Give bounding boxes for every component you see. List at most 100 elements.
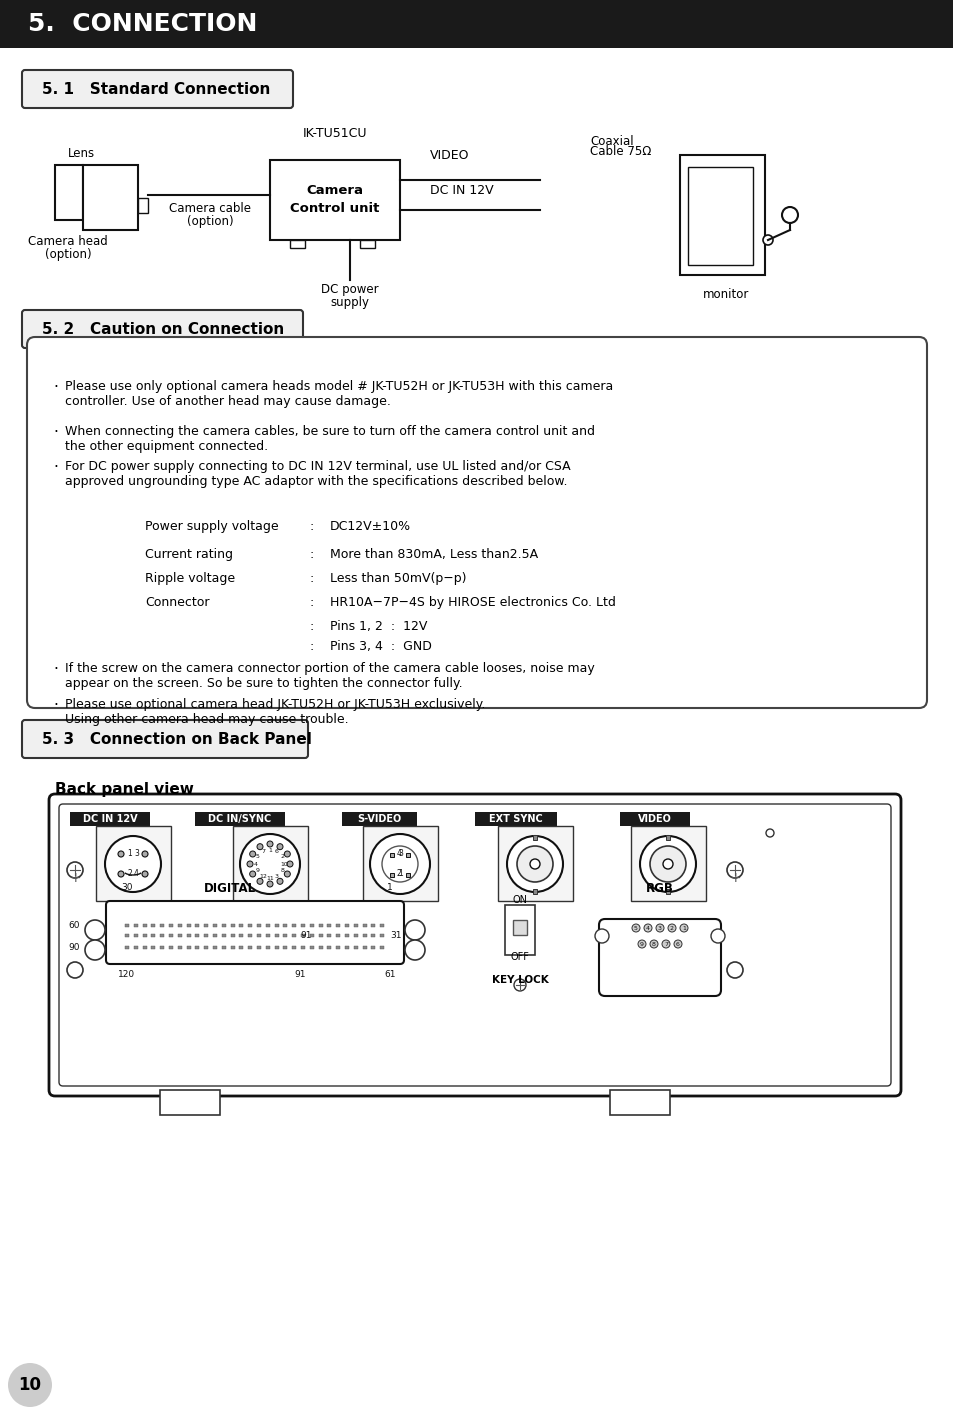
Text: VIDEO: VIDEO (638, 814, 671, 823)
Bar (233, 826, 308, 901)
Bar (239, 924, 243, 926)
Circle shape (105, 836, 161, 893)
Bar (221, 924, 226, 926)
Text: 10: 10 (18, 1376, 42, 1394)
Circle shape (662, 859, 672, 869)
Bar (380, 924, 384, 926)
Text: 1: 1 (387, 883, 393, 893)
Text: DC12V±10%: DC12V±10% (330, 520, 411, 533)
Text: VIDEO: VIDEO (430, 149, 469, 162)
Circle shape (267, 881, 273, 887)
Text: 1: 1 (127, 849, 132, 859)
Text: ·: · (53, 460, 58, 475)
Bar (380, 933, 384, 938)
Text: More than 830mA, Less than2.5A: More than 830mA, Less than2.5A (330, 548, 537, 561)
Bar (380, 946, 384, 949)
Bar (609, 1090, 669, 1115)
Circle shape (240, 833, 299, 894)
Text: S-VIDEO: S-VIDEO (356, 814, 400, 823)
Bar (327, 933, 331, 938)
Text: 2: 2 (280, 854, 284, 860)
Circle shape (656, 924, 663, 932)
Bar (475, 812, 557, 826)
Text: :: : (310, 572, 314, 585)
Bar (665, 835, 669, 840)
Bar (335, 946, 340, 949)
Bar (318, 924, 322, 926)
Circle shape (142, 852, 148, 857)
Text: 6: 6 (676, 942, 679, 946)
Text: 5: 5 (255, 854, 259, 860)
Text: :: : (310, 640, 314, 653)
Bar (213, 946, 216, 949)
Text: IK-TU51CU: IK-TU51CU (302, 127, 367, 140)
Bar (177, 946, 182, 949)
Bar (195, 946, 199, 949)
Text: KEY LOCK: KEY LOCK (491, 974, 548, 986)
Bar (239, 933, 243, 938)
Bar (363, 826, 437, 901)
Text: When connecting the camera cables, be sure to turn off the camera control unit a: When connecting the camera cables, be su… (65, 424, 595, 453)
Circle shape (726, 962, 742, 979)
FancyBboxPatch shape (22, 310, 303, 348)
Text: 2: 2 (127, 870, 132, 878)
Bar (169, 924, 172, 926)
FancyBboxPatch shape (49, 794, 900, 1096)
Bar (152, 924, 155, 926)
Text: 9: 9 (639, 942, 643, 946)
Circle shape (267, 840, 273, 847)
Bar (390, 853, 394, 856)
Circle shape (710, 929, 724, 943)
Bar (283, 946, 287, 949)
Text: 8: 8 (652, 942, 656, 946)
Bar (345, 933, 349, 938)
Text: Back panel view: Back panel view (55, 783, 193, 797)
Text: For DC power supply connecting to DC IN 12V terminal, use UL listed and/or CSA
a: For DC power supply connecting to DC IN … (65, 460, 570, 488)
Text: 2: 2 (396, 870, 401, 878)
Text: 120: 120 (118, 970, 135, 979)
Bar (301, 924, 305, 926)
Text: DC IN/SYNC: DC IN/SYNC (208, 814, 272, 823)
Bar (301, 946, 305, 949)
Bar (133, 933, 137, 938)
Text: Power supply voltage: Power supply voltage (145, 520, 278, 533)
Bar (390, 873, 394, 877)
Text: 5. 3   Connection on Back Panel: 5. 3 Connection on Back Panel (42, 732, 312, 746)
Bar (318, 946, 322, 949)
Bar (310, 946, 314, 949)
Bar (310, 924, 314, 926)
Text: Camera head: Camera head (28, 235, 108, 248)
Text: 4: 4 (134, 870, 139, 878)
Circle shape (595, 929, 608, 943)
Bar (125, 933, 129, 938)
Text: 90: 90 (69, 942, 80, 952)
Text: 5. 2   Caution on Connection: 5. 2 Caution on Connection (42, 321, 284, 337)
Text: 10: 10 (280, 862, 288, 867)
Circle shape (649, 846, 685, 883)
Text: 11: 11 (266, 876, 274, 880)
Text: EXT SYNC: EXT SYNC (489, 814, 542, 823)
Bar (290, 240, 305, 248)
Text: HR10A−7P−4S by HIROSE electronics Co. Ltd: HR10A−7P−4S by HIROSE electronics Co. Lt… (330, 596, 616, 609)
Text: DIGITAL: DIGITAL (204, 883, 255, 895)
Text: 4: 4 (396, 849, 401, 859)
Circle shape (765, 829, 773, 838)
Text: 91: 91 (294, 970, 305, 979)
Text: 31: 31 (390, 931, 401, 939)
Bar (318, 933, 322, 938)
Text: RGB: RGB (645, 883, 673, 895)
Circle shape (667, 924, 676, 932)
Text: :: : (310, 548, 314, 561)
Text: OFF: OFF (510, 952, 529, 962)
Circle shape (67, 862, 83, 878)
Bar (133, 924, 137, 926)
Text: 9: 9 (255, 869, 259, 874)
Bar (274, 924, 278, 926)
Text: Camera cable: Camera cable (169, 202, 251, 214)
Text: 7: 7 (261, 849, 265, 854)
Bar (301, 933, 305, 938)
Bar (665, 888, 669, 894)
Bar (169, 946, 172, 949)
Bar (406, 873, 410, 877)
Text: DC power: DC power (321, 283, 378, 296)
